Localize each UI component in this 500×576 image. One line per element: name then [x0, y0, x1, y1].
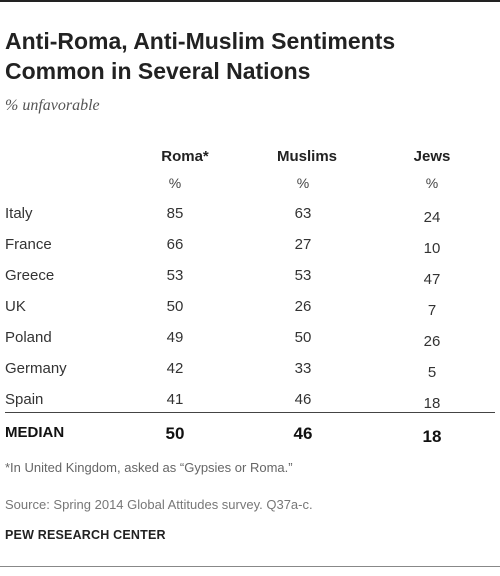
cell-poland-roma: 49: [166, 329, 184, 346]
cell-france-muslims: 27: [294, 236, 312, 253]
cell-poland-muslims: 50: [294, 329, 312, 346]
cell-france-roma: 66: [166, 236, 184, 253]
row-label-germany: Germany: [5, 360, 67, 377]
median-label: MEDIAN: [5, 424, 65, 441]
column-header-roma: Roma*: [161, 148, 209, 165]
row-label-poland: Poland: [5, 329, 52, 346]
row-label-greece: Greece: [5, 267, 55, 284]
source-note: Source: Spring 2014 Global Attitudes sur…: [5, 497, 313, 512]
cell-uk-muslims: 26: [294, 298, 312, 315]
row-label-spain: Spain: [5, 391, 44, 408]
row-label-uk: UK: [5, 298, 26, 315]
chart-title: Anti-Roma, Anti-Muslim Sentiments Common…: [5, 28, 396, 84]
chart-subtitle: % unfavorable: [5, 97, 100, 114]
cell-france-jews: 10: [423, 240, 441, 257]
top-rule: [0, 0, 500, 2]
row-label-france: France: [5, 236, 52, 253]
cell-uk-roma: 50: [166, 298, 184, 315]
cell-italy-jews: 24: [423, 209, 441, 226]
cell-italy-roma: 85: [166, 205, 184, 222]
median-value-roma: 50: [165, 424, 185, 443]
row-label-italy: Italy: [5, 205, 33, 222]
cell-spain-muslims: 46: [294, 391, 312, 408]
cell-italy-muslims: 63: [294, 205, 312, 222]
cell-germany-roma: 42: [166, 360, 184, 377]
column-unit-jews: %: [425, 175, 439, 191]
cell-spain-jews: 18: [423, 395, 441, 412]
column-header-muslims: Muslims: [276, 148, 337, 165]
column-unit-muslims: %: [296, 175, 310, 191]
footnote: *In United Kingdom, asked as “Gypsies or…: [5, 460, 293, 475]
median-value-jews: 18: [422, 427, 442, 446]
cell-germany-jews: 5: [427, 364, 437, 381]
cell-uk-jews: 7: [427, 302, 437, 319]
cell-poland-jews: 26: [423, 333, 441, 350]
cell-spain-roma: 41: [166, 391, 184, 408]
bottom-rule: [0, 566, 500, 567]
cell-greece-muslims: 53: [294, 267, 312, 284]
column-unit-roma: %: [168, 175, 182, 191]
cell-greece-jews: 47: [423, 271, 441, 288]
credit-line: PEW RESEARCH CENTER: [5, 528, 166, 542]
cell-greece-roma: 53: [166, 267, 184, 284]
column-header-jews: Jews: [413, 148, 451, 165]
median-divider: [5, 412, 495, 413]
median-value-muslims: 46: [293, 424, 313, 443]
cell-germany-muslims: 33: [294, 360, 312, 377]
